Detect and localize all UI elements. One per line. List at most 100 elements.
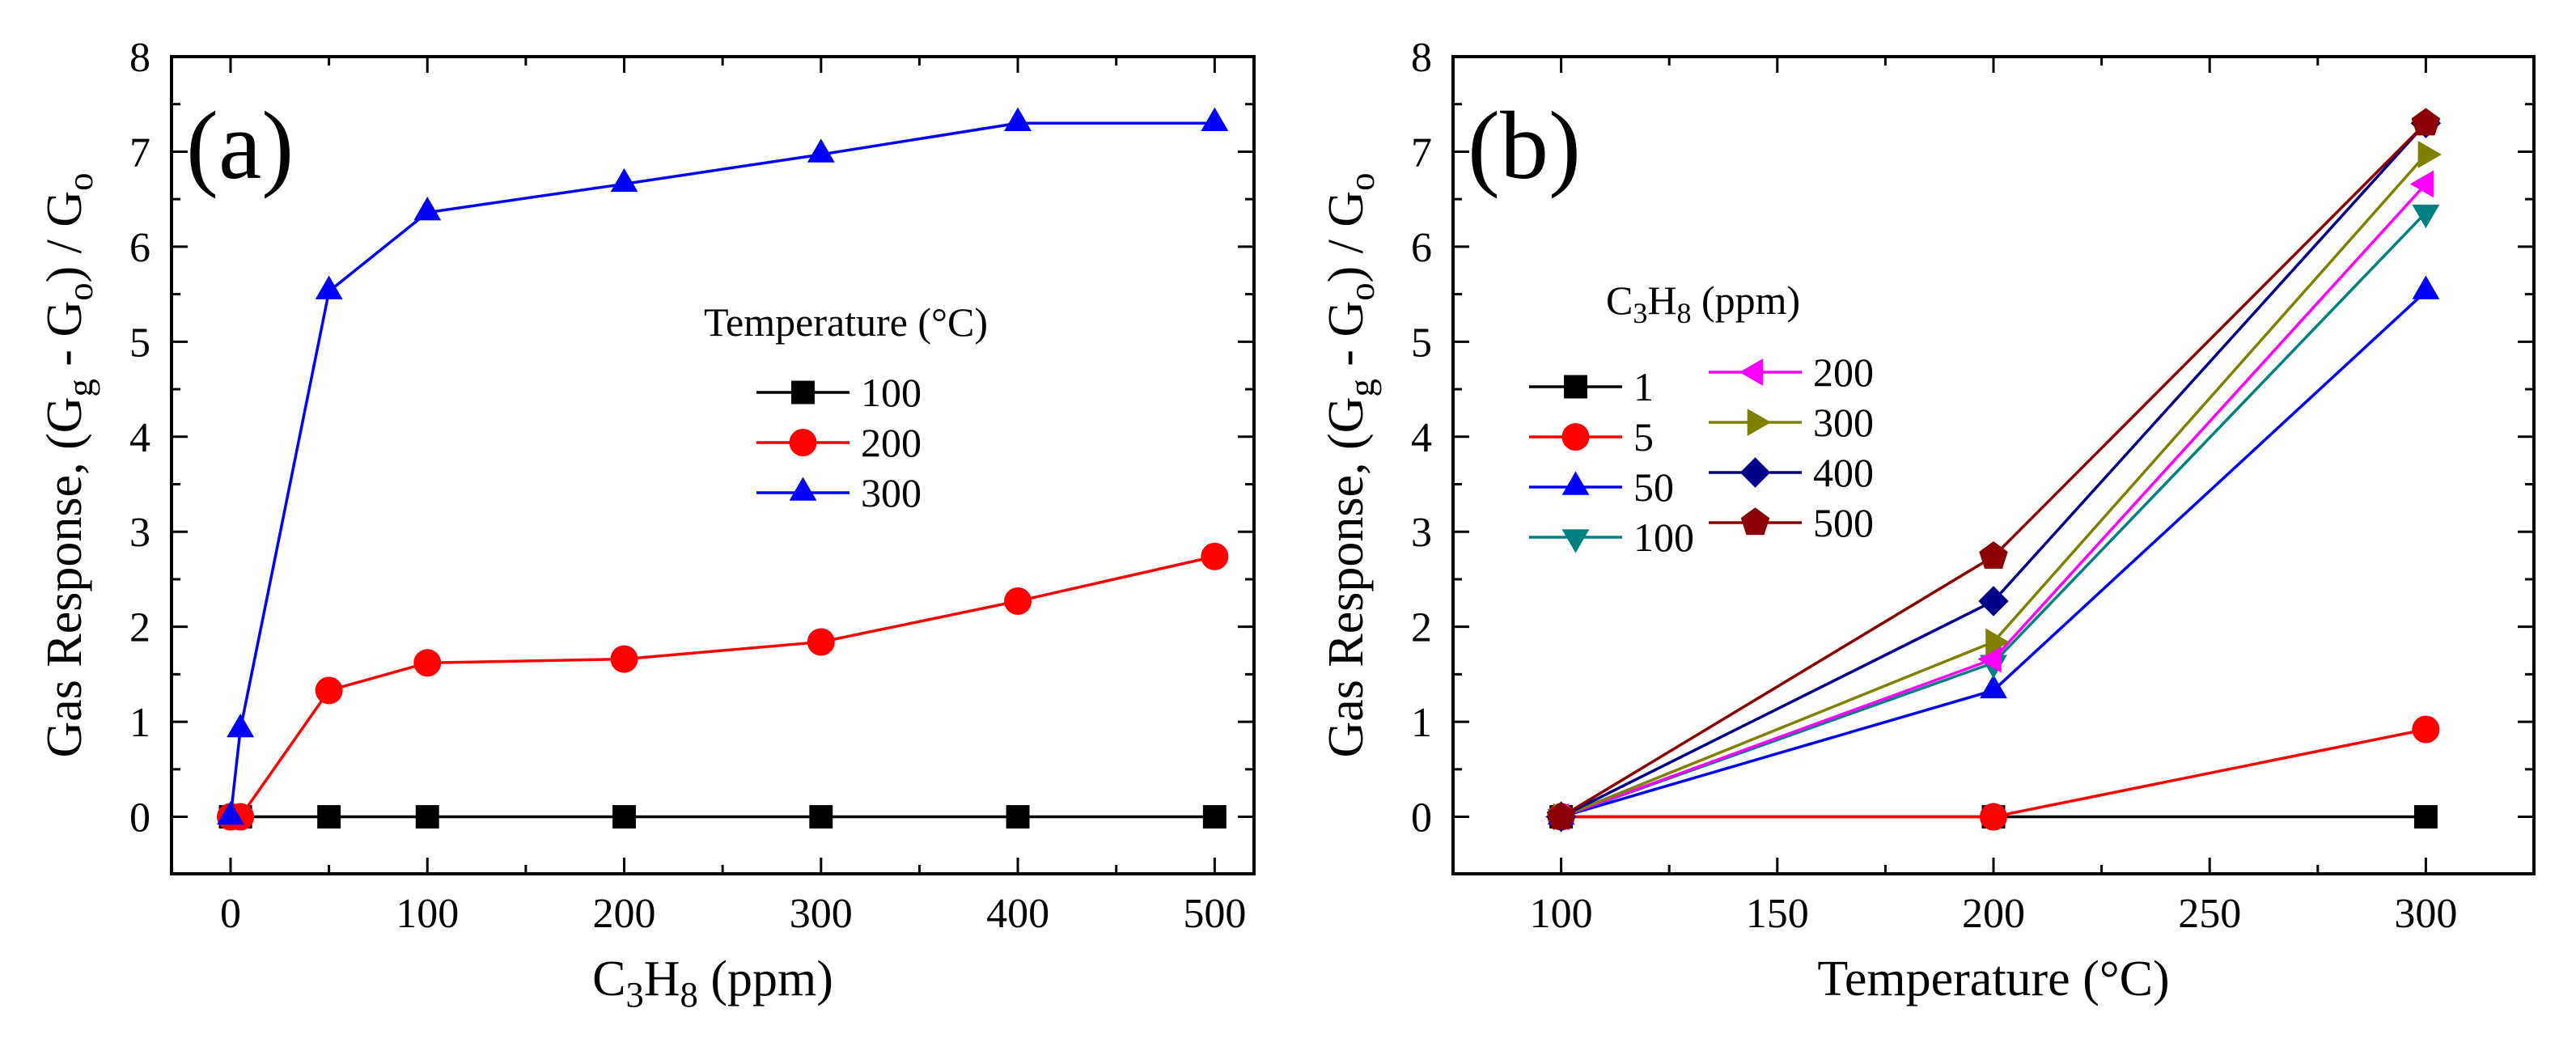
panel-a-series-100-point — [415, 805, 439, 829]
panel-a-ytick-label: 5 — [129, 320, 150, 366]
panel-b-xtick-label: 250 — [2178, 891, 2241, 937]
panel-b-legend-marker-5 — [1561, 423, 1590, 451]
panel-a-ytick-label: 1 — [129, 700, 150, 746]
panel-a-ytick-label: 8 — [129, 35, 150, 81]
panel-b-legend-marker-500 — [1740, 507, 1770, 536]
panel-b-label: (b) — [1468, 91, 1581, 199]
panel-a-series-100-point — [612, 805, 636, 829]
panel-a-series-300-point — [217, 800, 244, 825]
panel-b-legend-marker-400 — [1739, 457, 1771, 488]
panel-a-series-300-point — [1201, 107, 1229, 131]
panel-a-series-200-point — [315, 676, 343, 705]
panel-a-legend-label-300: 300 — [861, 470, 922, 515]
panel-a-ylabel-part-3: o — [60, 282, 100, 300]
panel-a-series-300-point — [1004, 107, 1032, 131]
panel-b-legend-title-part-0: C — [1606, 278, 1633, 323]
panel-a-series-300-point — [807, 138, 835, 163]
panel-a-ylabel-part-5: o — [60, 172, 100, 190]
panel-a-series-300-point — [227, 713, 255, 738]
panel-b-ytick-label: 1 — [1411, 700, 1432, 746]
panel-b-series-500-point — [2411, 108, 2441, 136]
panel-b-legend-marker-100 — [1561, 529, 1590, 553]
panel-b-legend-title: C3H8 (ppm) — [1606, 278, 1800, 329]
panel-b-series-5-point — [1980, 803, 2007, 831]
panel-a-ylabel-part-0: Gas Response, (G — [37, 397, 92, 758]
panel-a-series-200-point — [1201, 542, 1229, 570]
panel-b-xtick-label: 200 — [1962, 891, 2025, 937]
panel-a-xlabel-part-4: (ppm) — [698, 951, 833, 1007]
panel-b-series-400-point — [1978, 586, 2009, 617]
panel-a-ylabel-part-2: - G — [37, 301, 92, 379]
panel-b-ytick-label: 7 — [1411, 129, 1432, 176]
panel-b-legend-title-part-1: 3 — [1633, 297, 1647, 329]
panel-b-legend-marker-50 — [1561, 471, 1590, 495]
panel-b-series-50-point — [1980, 674, 2007, 699]
panel-b-legend-marker-300 — [1747, 409, 1772, 436]
panel-a-series-200-point — [1004, 587, 1032, 615]
panel-a-xtick-label: 200 — [593, 891, 656, 937]
panel-b-xtick-label: 300 — [2394, 891, 2457, 937]
panel-b-series-500-point — [1546, 801, 1576, 829]
panel-b-legend-title-part-3: 8 — [1676, 297, 1691, 329]
panel-b-series-500-point — [1979, 541, 2008, 569]
panel-b-ytick-label: 6 — [1411, 225, 1432, 271]
panel-a-ytick-label: 7 — [129, 129, 150, 176]
panel-b-series-300-point — [2417, 141, 2442, 168]
panel-a-xtick-label: 0 — [220, 891, 241, 937]
panel-b-ylabel-part-2: - G — [1319, 301, 1374, 379]
panel-a-legend-title: Temperature (°C) — [704, 299, 988, 345]
panel-a-legend-label-100: 100 — [861, 370, 922, 415]
panel-a-xlabel-part-1: 3 — [625, 974, 643, 1015]
panel-a-ylabel: Gas Response, (Gg - Go) / Go — [37, 172, 100, 757]
panel-b-ytick-label: 2 — [1411, 605, 1432, 651]
panel-b-series-5-point — [2412, 715, 2440, 744]
panel-b-ytick-label: 5 — [1411, 320, 1432, 366]
panel-b-ylabel-part-4: ) / G — [1319, 191, 1374, 283]
panel-b-legend-label-300: 300 — [1813, 400, 1874, 445]
panel-b-legend-title-part-4: (ppm) — [1691, 278, 1800, 323]
panel-b-series-200-point — [1977, 645, 2002, 673]
panel-a-xlabel-part-2: H — [644, 951, 680, 1007]
panel-a-series-100-point — [809, 805, 833, 829]
panel-b-series-400-line — [1560, 122, 2427, 819]
panel-a-xtick-label: 400 — [986, 891, 1049, 937]
panel-b-legend-label-500: 500 — [1813, 500, 1874, 545]
panel-a-ytick-label: 6 — [129, 225, 150, 271]
panel-a-series-300-point — [610, 167, 638, 193]
panel-b-legend-label-1: 1 — [1633, 364, 1654, 409]
panel-b-series-100-point — [2412, 204, 2440, 229]
panel-a-legend-marker-200 — [789, 429, 817, 456]
panel-b-legend-marker-1 — [1564, 375, 1587, 399]
panel-b-xtick-label: 100 — [1530, 891, 1593, 937]
panel-b-ylabel: Gas Response, (Gg - Go) / Go — [1319, 172, 1382, 757]
panel-b-legend-label-100: 100 — [1633, 515, 1694, 560]
panel-a-ytick-label: 0 — [129, 795, 150, 841]
panel-b-ylabel-part-3: o — [1341, 282, 1382, 300]
panel-a-label: (a) — [186, 91, 294, 199]
panel-b-ytick-label: 8 — [1411, 35, 1432, 81]
panel-b-ylabel-part-0: Gas Response, (G — [1319, 397, 1374, 758]
panel-a-xtick-label: 100 — [396, 891, 459, 937]
panel-b-legend-label-5: 5 — [1633, 414, 1654, 460]
panel-b-series-500-line — [1560, 121, 2427, 819]
panel-a-legend-marker-100 — [791, 380, 815, 405]
panel-a-xlabel-part-3: 8 — [680, 974, 698, 1015]
panel-a-ytick-label: 3 — [129, 510, 150, 556]
panel-b-legend-marker-200 — [1739, 358, 1764, 386]
panel-a-series-300-point — [413, 197, 442, 221]
panel-a-series-200-point — [807, 628, 835, 656]
panel-b-legend-title-part-2: H — [1647, 278, 1676, 323]
panel-a-xtick-label: 500 — [1183, 891, 1246, 937]
panel-a-legend-label-200: 200 — [861, 420, 922, 465]
panel-a-xtick-label: 300 — [790, 891, 853, 937]
panel-a-series-100-point — [1006, 805, 1030, 829]
panel-b-xlabel-part-0: Temperature (°C) — [1817, 951, 2169, 1007]
panel-a-series-200-line — [230, 555, 1215, 819]
panel-b-series-300-point — [1985, 628, 2010, 656]
panel-a-ytick-label: 4 — [129, 415, 150, 461]
panel-a-legend-marker-300 — [789, 477, 817, 501]
panel-a-series-100-point — [1202, 805, 1227, 829]
